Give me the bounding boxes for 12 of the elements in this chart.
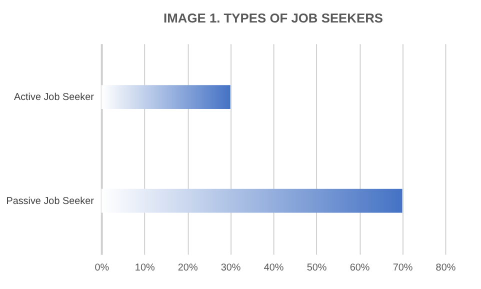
x-tick-label: 70%	[392, 262, 413, 274]
y-tick-label: Passive Job Seeker	[6, 196, 95, 207]
x-tick-label: 20%	[178, 262, 198, 274]
x-tick-label: 30%	[220, 262, 241, 274]
x-tick-label: 10%	[134, 262, 155, 274]
y-tick-label: Active Job Seeker	[14, 92, 95, 104]
x-tick-label: 80%	[436, 262, 456, 274]
x-tick-label: 0%	[94, 262, 110, 274]
chart-title: IMAGE 1. TYPES OF JOB SEEKERS	[164, 10, 384, 26]
x-tick-label: 40%	[264, 262, 284, 274]
x-tick-label: 50%	[306, 262, 327, 274]
x-tick-label: 60%	[350, 262, 370, 274]
